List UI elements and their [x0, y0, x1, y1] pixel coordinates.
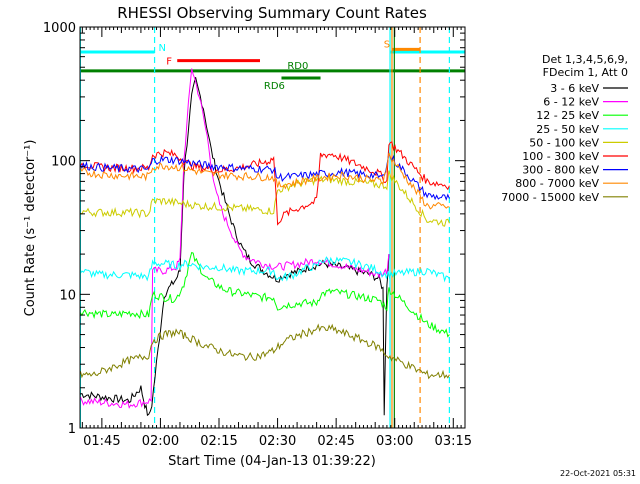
x-tick-label: 02:00	[142, 434, 179, 449]
x-tick-label: 02:30	[259, 434, 296, 449]
axes	[79, 26, 466, 429]
legend-label: 25 - 50 keV	[536, 123, 599, 136]
legend: Det 1,3,4,5,6,9,FDecim 1, Att 0 3 - 6 keV…	[501, 53, 628, 204]
series-line-4	[80, 170, 450, 227]
legend-label: 50 - 100 keV	[529, 136, 599, 149]
series-lines	[79, 68, 450, 417]
legend-label: 800 - 7000 keV	[515, 177, 599, 190]
chart-text: 1 10 100 1000 01:45 02:00 02:15 02:30 02:45 03:00…	[23, 4, 636, 478]
legend-label: 6 - 12 keV	[543, 96, 599, 109]
y-axis-label: Count Rate (s⁻¹ detector⁻¹)	[23, 140, 38, 317]
legend-label: 12 - 25 keV	[536, 109, 599, 122]
state-label-f: F	[166, 57, 172, 68]
x-tick-label: 02:45	[317, 434, 354, 449]
series-line-1	[79, 68, 390, 409]
x-axis-label: Start Time (04-Jan-13 01:39:22)	[168, 454, 376, 469]
x-tick-label: 03:15	[435, 434, 472, 449]
legend-label: 300 - 800 keV	[522, 164, 599, 177]
series-line-0	[80, 77, 390, 417]
state-label-rd0: RD0	[287, 61, 308, 72]
footer-date: 22-Oct-2021 05:31	[560, 469, 636, 478]
y-tick-label: 100	[51, 155, 76, 170]
plot-frame	[79, 26, 466, 429]
series-line-5	[79, 141, 450, 226]
y-tick-label: 10	[59, 288, 76, 303]
legend-header: Det 1,3,4,5,6,9,	[542, 53, 628, 66]
y-tick-label: 1	[68, 422, 76, 437]
attenuator-state-bars	[80, 47, 465, 80]
series-line-2	[79, 251, 450, 338]
y-tick-label: 1000	[43, 21, 76, 36]
state-label-n: N	[158, 43, 165, 54]
x-tick-label: 02:15	[200, 434, 237, 449]
x-tick-label: 01:45	[83, 434, 120, 449]
chart-title: RHESSI Observing Summary Count Rates	[117, 4, 427, 22]
x-tick-label: 03:00	[376, 434, 413, 449]
series-line-7	[79, 152, 450, 210]
series-line-3	[79, 256, 450, 283]
legend-label: 3 - 6 keV	[550, 82, 599, 95]
state-label-rd6: RD6	[264, 81, 285, 92]
legend-label: 100 - 300 keV	[522, 150, 599, 163]
legend-label: 7000 - 15000 keV	[501, 191, 599, 204]
state-label-s: S	[384, 39, 390, 50]
legend-header: FDecim 1, Att 0	[543, 66, 628, 79]
series-line-8	[79, 323, 450, 380]
